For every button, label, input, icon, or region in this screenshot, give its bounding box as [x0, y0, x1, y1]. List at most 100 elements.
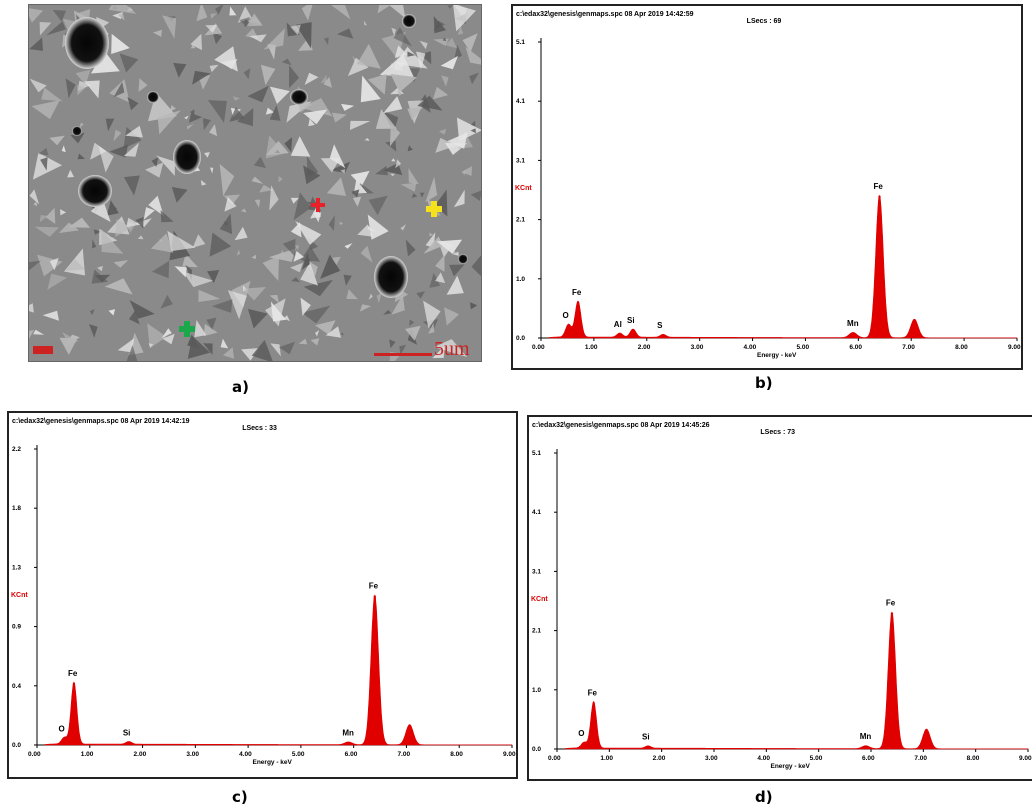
y-tick-label: 3.1 — [532, 568, 541, 575]
peak-label-fe: Fe — [886, 599, 896, 608]
peak-label-o: O — [578, 729, 584, 738]
y-tick-label: 5.1 — [532, 450, 541, 457]
peak-label-fe: Fe — [588, 689, 598, 698]
y-tick-label: 1.3 — [12, 564, 21, 571]
peak-label-o: O — [58, 724, 64, 733]
x-tick-label: 1.00 — [81, 751, 94, 758]
peak-label-mn: Mn — [847, 319, 859, 328]
spectrum-header-path: c:\edax32\genesis\genmaps.spc 08 Apr 201… — [516, 11, 694, 18]
spectrum-b-svg: c:\edax32\genesis\genmaps.spc 08 Apr 201… — [515, 11, 1021, 359]
caption-c: c) — [232, 788, 248, 806]
spectrum-header-lsecs: LSecs : 33 — [242, 425, 277, 432]
x-tick-label: 7.00 — [902, 344, 915, 351]
y-tick-label: 5.1 — [516, 39, 525, 46]
caption-d: d) — [755, 788, 773, 806]
x-tick-label: 9.00 — [1019, 755, 1032, 762]
peak-label-s: S — [657, 321, 663, 330]
y-axis-label: KCnt — [11, 592, 28, 599]
x-tick-label: 9.00 — [1008, 344, 1021, 351]
x-tick-label: 0.00 — [548, 755, 561, 762]
y-tick-label: 0.0 — [516, 335, 525, 342]
x-tick-label: 2.00 — [638, 344, 651, 351]
x-tick-label: 6.00 — [345, 751, 358, 758]
x-tick-label: 2.00 — [134, 751, 147, 758]
eds-spectrum-c: c:\edax32\genesis\genmaps.spc 08 Apr 201… — [7, 411, 518, 779]
x-tick-label: 6.00 — [849, 344, 862, 351]
eds-spectrum-b: c:\edax32\genesis\genmaps.spc 08 Apr 201… — [511, 4, 1023, 370]
x-tick-label: 5.00 — [796, 344, 809, 351]
red-marker-icon — [311, 198, 325, 212]
x-tick-label: 0.00 — [28, 751, 41, 758]
sem-image: 5um — [29, 5, 481, 361]
y-axis-label: KCnt — [515, 185, 532, 192]
scale-bar — [374, 353, 432, 356]
peak-label-fe: Fe — [873, 182, 883, 191]
x-tick-label: 5.00 — [292, 751, 305, 758]
spectrum-area — [44, 594, 513, 746]
y-tick-label: 0.9 — [12, 624, 21, 631]
x-tick-label: 3.00 — [705, 755, 718, 762]
peak-label-al: Al — [614, 320, 622, 329]
x-tick-label: 1.00 — [600, 755, 613, 762]
spectrum-area — [564, 611, 1029, 750]
x-tick-label: 2.00 — [653, 755, 666, 762]
x-tick-label: 6.00 — [862, 755, 875, 762]
y-tick-label: 0.0 — [12, 742, 21, 749]
spectrum-d-svg: c:\edax32\genesis\genmaps.spc 08 Apr 201… — [531, 422, 1032, 770]
x-tick-label: 7.00 — [914, 755, 927, 762]
y-tick-label: 1.0 — [532, 687, 541, 694]
y-tick-label: 4.1 — [516, 98, 525, 105]
caption-a: a) — [232, 378, 249, 396]
spectrum-header-lsecs: LSecs : 73 — [760, 429, 795, 436]
sem-micrograph: 5um — [28, 4, 482, 362]
x-tick-label: 4.00 — [239, 751, 252, 758]
y-axis-label: KCnt — [531, 596, 548, 603]
x-tick-label: 5.00 — [810, 755, 823, 762]
y-tick-label: 4.1 — [532, 509, 541, 516]
x-axis-label: Energy - keV — [253, 759, 293, 766]
peak-label-mn: Mn — [342, 728, 354, 737]
x-tick-label: 8.00 — [450, 751, 463, 758]
peak-label-si: Si — [642, 733, 650, 742]
x-tick-label: 7.00 — [397, 751, 410, 758]
x-tick-label: 4.00 — [757, 755, 770, 762]
x-tick-label: 1.00 — [585, 344, 598, 351]
peak-label-fe: Fe — [68, 669, 78, 678]
peak-label-si: Si — [627, 316, 635, 325]
caption-b: b) — [755, 374, 773, 392]
y-tick-label: 0.0 — [532, 746, 541, 753]
x-tick-label: 3.00 — [186, 751, 199, 758]
y-tick-label: 1.8 — [12, 505, 21, 512]
y-tick-label: 2.1 — [516, 217, 525, 224]
spectrum-c-svg: c:\edax32\genesis\genmaps.spc 08 Apr 201… — [11, 418, 516, 766]
x-tick-label: 8.00 — [967, 755, 980, 762]
yellow-marker-icon — [426, 201, 442, 217]
spectrum-area — [548, 194, 1018, 339]
peak-label-fe: Fe — [572, 288, 582, 297]
y-tick-label: 3.1 — [516, 157, 525, 164]
peak-label-o: O — [563, 311, 569, 320]
scale-bar-label: 5um — [434, 338, 470, 360]
x-axis-label: Energy - keV — [771, 763, 811, 770]
peak-label-fe: Fe — [369, 582, 379, 591]
x-axis-label: Energy - keV — [757, 352, 797, 359]
y-tick-label: 1.0 — [516, 276, 525, 283]
x-tick-label: 0.00 — [532, 344, 545, 351]
x-tick-label: 8.00 — [955, 344, 968, 351]
x-tick-label: 4.00 — [744, 344, 757, 351]
spectrum-header-path: c:\edax32\genesis\genmaps.spc 08 Apr 201… — [532, 422, 710, 429]
peak-label-mn: Mn — [860, 732, 872, 741]
x-tick-label: 9.00 — [503, 751, 516, 758]
y-tick-label: 2.1 — [532, 628, 541, 635]
sem-pores — [65, 14, 468, 298]
sem-grain-texture — [29, 5, 481, 361]
sem-info-tag — [33, 346, 53, 354]
spectrum-header-lsecs: LSecs : 69 — [747, 18, 782, 25]
peak-label-si: Si — [123, 728, 131, 737]
x-tick-label: 3.00 — [691, 344, 704, 351]
y-tick-label: 2.2 — [12, 446, 21, 453]
eds-spectrum-d: c:\edax32\genesis\genmaps.spc 08 Apr 201… — [527, 415, 1032, 781]
green-marker-icon — [179, 321, 195, 337]
y-tick-label: 0.4 — [12, 683, 21, 690]
spectrum-header-path: c:\edax32\genesis\genmaps.spc 08 Apr 201… — [12, 418, 190, 425]
